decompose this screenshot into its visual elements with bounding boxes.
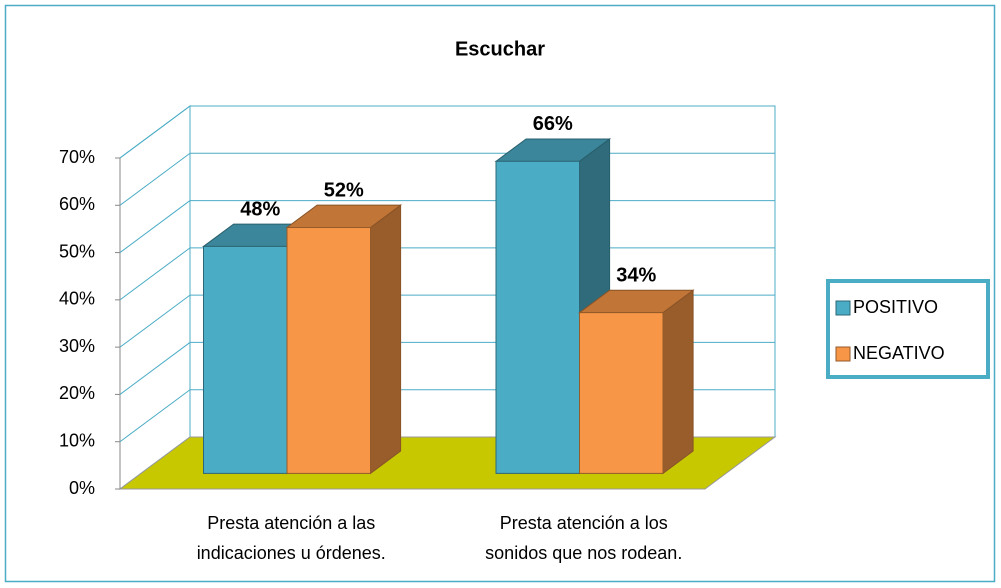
side-wall [119, 105, 191, 490]
grid-line [119, 389, 191, 443]
bar-front [203, 245, 288, 474]
data-label: 66% [533, 113, 573, 135]
grid-line [119, 342, 191, 395]
x-tick-label-box: Presta atención a las indicaciones u órd… [196, 513, 386, 563]
y-tick-label: 40% [59, 289, 95, 309]
y-tick-label: 20% [59, 383, 95, 403]
legend-label: NEGATIVO [853, 343, 945, 363]
y-tick-label: 30% [59, 336, 95, 356]
y-tick-label: 70% [59, 147, 95, 167]
legend-label: POSITIVO [853, 297, 938, 317]
grid-line [119, 152, 191, 206]
y-tick-label: 0% [69, 478, 95, 498]
x-tick-label: Presta atención a los sonidos que nos ro… [485, 513, 683, 563]
legend-swatch [835, 300, 851, 316]
y-tick-label: 50% [59, 241, 95, 261]
legend-swatch [835, 346, 851, 362]
data-label: 34% [616, 265, 656, 287]
data-label: 52% [324, 179, 364, 201]
bar-front [495, 160, 580, 474]
bar [285, 204, 403, 475]
y-tick-label: 60% [59, 194, 95, 214]
chart-title: Escuchar [455, 38, 545, 60]
x-tick-label: Presta atención a las indicaciones u órd… [196, 513, 386, 563]
y-tick-label: 10% [59, 430, 95, 450]
grid-line [119, 294, 191, 348]
grid-line [119, 247, 191, 301]
bar-front [286, 227, 371, 474]
grid-line [119, 105, 191, 159]
data-label: 48% [240, 198, 280, 220]
bar-side [370, 204, 402, 475]
x-tick-label-box: Presta atención a los sonidos que nos ro… [485, 513, 683, 563]
bar-side [662, 289, 694, 475]
bar-front [579, 312, 664, 474]
grid-line [119, 200, 191, 253]
bar [577, 289, 695, 475]
legend-box [826, 279, 990, 379]
